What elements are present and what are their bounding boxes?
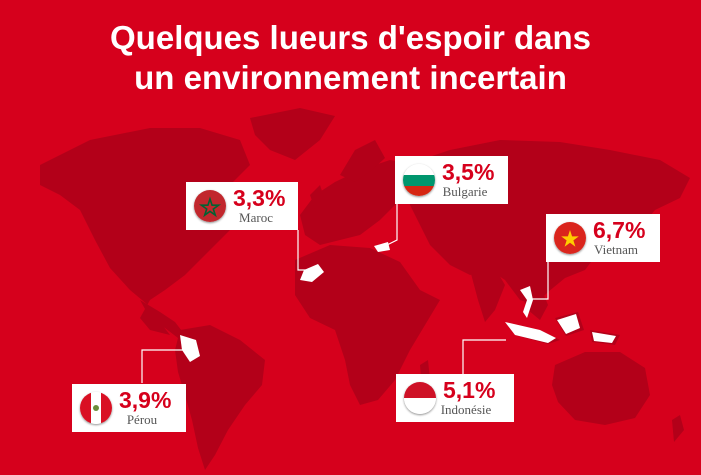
callout-perou: 3,9% Pérou [72,384,186,432]
callout-indonesie: 5,1% Indonésie [396,374,514,422]
country-name-indonesie: Indonésie [433,402,499,417]
vietnam-flag-icon [554,222,586,254]
morocco-flag-icon [194,190,226,222]
percent-perou: 3,9% [119,386,171,414]
country-name-perou: Pérou [109,412,175,427]
indonesia-flag-icon [404,382,436,414]
percent-vietnam: 6,7% [593,216,645,244]
percent-bulgarie: 3,5% [442,158,494,186]
title-line-2: un environnement incertain [0,58,701,98]
callout-bulgarie: 3,5% Bulgarie [395,156,508,204]
percent-indonesie: 5,1% [443,376,495,404]
country-name-vietnam: Vietnam [583,242,649,257]
bulgaria-flag-icon [403,164,435,196]
country-name-bulgarie: Bulgarie [432,184,498,199]
australia-shape [552,352,650,425]
callout-vietnam: 6,7% Vietnam [546,214,660,262]
greenland-shape [250,108,335,160]
page-title: Quelques lueurs d'espoir dans un environ… [0,18,701,98]
percent-maroc: 3,3% [233,184,285,212]
bulgaria-highlight [374,242,390,252]
callout-maroc: 3,3% Maroc [186,182,298,230]
peru-flag-icon [80,392,112,424]
leader-line-indonesie [463,340,506,375]
title-line-1: Quelques lueurs d'espoir dans [0,18,701,58]
india-shape [470,268,505,322]
new-zealand-shape [672,415,684,442]
country-name-maroc: Maroc [223,210,289,225]
